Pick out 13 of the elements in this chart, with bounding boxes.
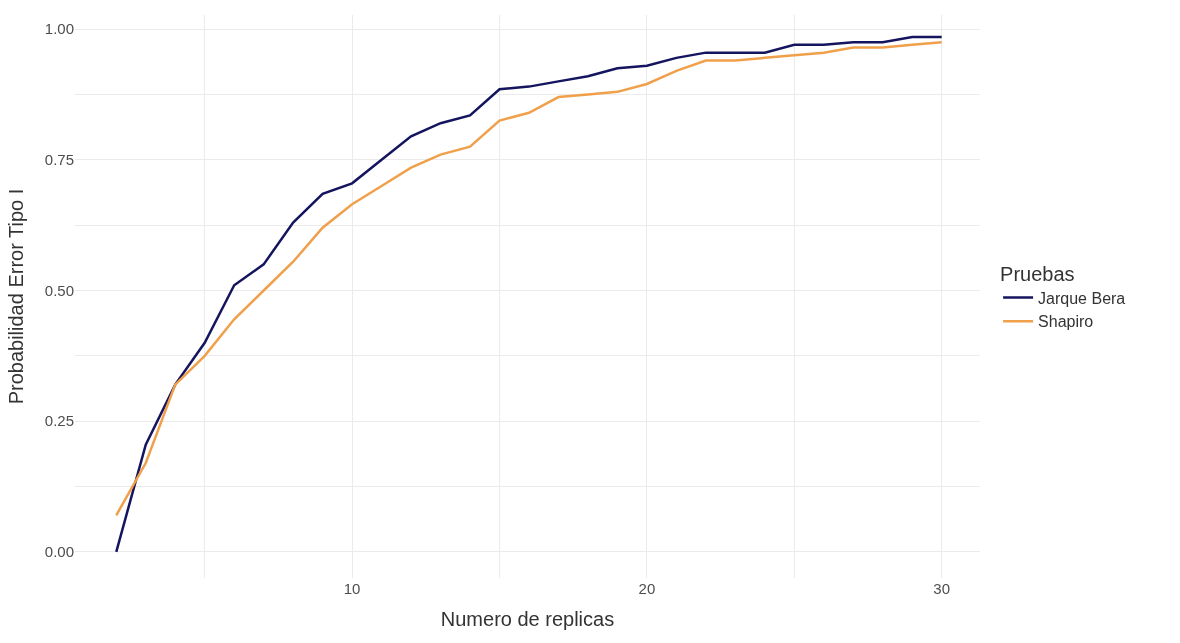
x-tick-label: 20 — [638, 580, 656, 597]
y-tick-label: 0.50 — [44, 281, 74, 299]
y-tick-label: 0.00 — [44, 543, 74, 561]
y-axis-title: Probabilidad Error Tipo I — [5, 188, 28, 405]
y-tick-label: 1.00 — [44, 20, 74, 38]
x-tick-label: 10 — [343, 580, 361, 597]
y-tick-label: 0.25 — [44, 412, 74, 430]
x-tick-label: 30 — [933, 580, 951, 597]
y-tick-label: 0.75 — [44, 151, 74, 169]
legend-title: Pruebas — [1000, 262, 1075, 285]
legend-label: Shapiro — [1038, 313, 1094, 331]
x-axis-title: Numero de replicas — [440, 607, 615, 630]
legend-label: Jarque Bera — [1038, 289, 1126, 307]
